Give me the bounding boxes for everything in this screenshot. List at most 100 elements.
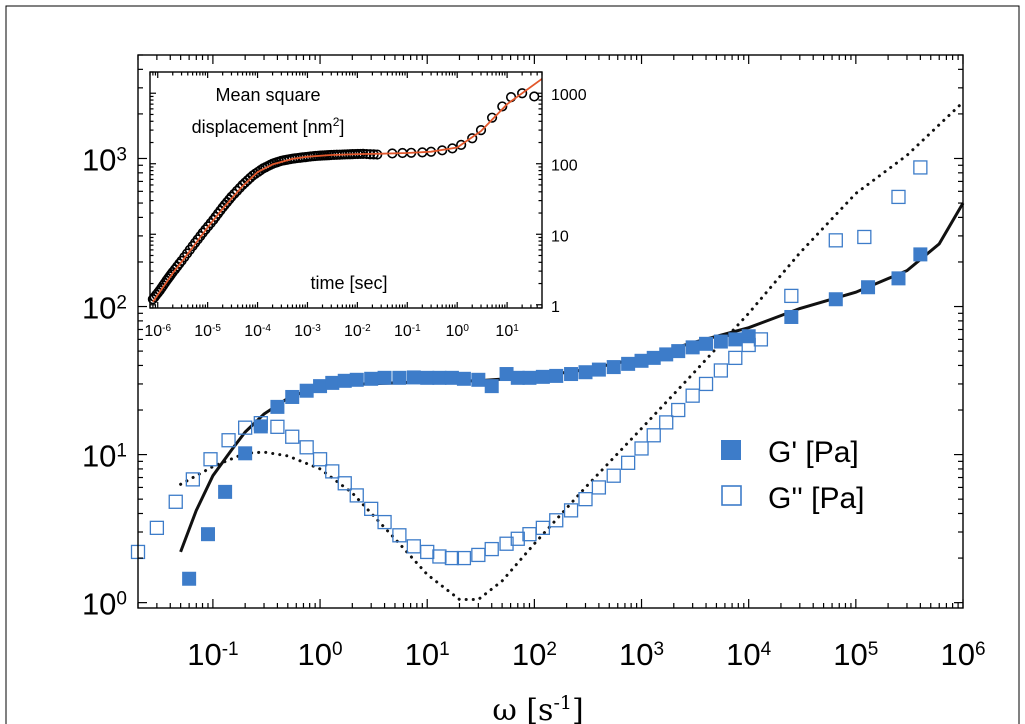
x-tick-label: 101 (405, 637, 450, 672)
y-tick-label: 103 (82, 142, 127, 177)
main-x-axis-label: ω [s-1] (492, 692, 583, 724)
g-prime-point (420, 370, 435, 385)
g-double-prime-point (221, 433, 236, 448)
g-double-prime-point (337, 476, 352, 491)
main-x-tick-labels: 10-1 100 101 102 103 104 105 106 (187, 637, 985, 672)
inset-x-axis-label: time [sec] (310, 273, 387, 293)
g-prime-point (200, 527, 215, 542)
g-double-prime-point (406, 539, 421, 554)
g-double-prime-point (312, 452, 328, 467)
g-prime-point (270, 399, 285, 414)
g-double-prime-point (203, 452, 218, 467)
g-double-prime-point (606, 468, 621, 483)
figure-border (5, 5, 1020, 724)
legend-marker-g-prime (721, 440, 741, 460)
y-tick-label: 102 (82, 291, 127, 326)
g-double-prime-point (285, 429, 300, 444)
g-prime-point (606, 360, 621, 375)
g-prime-point (861, 280, 876, 295)
inset-x-tick-label: 10-2 (344, 323, 371, 341)
x-axis-label-sup: -1 (553, 692, 572, 714)
inset-title-line-2: displacement [nm2] (192, 115, 345, 137)
x-tick-label: 104 (726, 637, 771, 672)
g-prime-point (741, 329, 756, 344)
g-prime-point (549, 368, 564, 383)
x-tick-label: 10-1 (187, 637, 238, 672)
g-prime-point (285, 389, 300, 404)
y-tick-label: 101 (82, 439, 127, 474)
g-double-prime-point (253, 416, 268, 431)
g-prime-point (728, 332, 743, 347)
g-prime-point (591, 362, 606, 377)
inset-x-tick-label: 100 (446, 323, 470, 341)
main-plot-frame (137, 54, 964, 609)
inset-x-tick-label: 10-3 (294, 323, 321, 341)
msd-point (229, 188, 240, 199)
g-double-prime-point (659, 415, 674, 430)
inset-y-tick-label: 1000 (551, 87, 587, 104)
inset-y-tick-label: 1 (551, 299, 560, 316)
inset-x-tick-labels: 10-6 10-5 10-4 10-3 10-2 10-1 100 101 (144, 323, 519, 341)
g-prime-point (392, 370, 407, 385)
g-double-prime-point (713, 363, 729, 378)
g-double-prime-point (456, 550, 472, 566)
legend: G' [Pa] G'' [Pa] (721, 436, 865, 515)
g-prime-point (671, 344, 686, 359)
g-double-prime-point (364, 501, 379, 517)
g-prime-point (713, 334, 728, 349)
g-prime-point (784, 309, 799, 324)
inset-x-tick-label: 10-1 (394, 323, 421, 341)
g-double-prime-point (522, 527, 537, 542)
g-prime-point (337, 373, 352, 388)
msd-point (174, 258, 185, 269)
inset-y-tick-labels: 1 10 100 1000 (551, 87, 587, 316)
g-double-prime-point (377, 514, 392, 530)
g-double-prime-point (857, 229, 872, 245)
msd-point (475, 124, 487, 136)
g-prime-point (913, 247, 928, 262)
g-prime-point (432, 370, 447, 385)
g-prime-point (182, 571, 197, 586)
g-double-prime-point (149, 520, 165, 536)
inset-x-tick-label: 10-6 (144, 323, 171, 341)
g-prime-point (218, 484, 233, 499)
g-prime-point (238, 446, 253, 461)
msd-point (486, 112, 498, 123)
g-prime-point (634, 353, 649, 368)
msd-point (497, 101, 508, 112)
g-double-prime-point (499, 536, 514, 551)
inset-y-tick-label: 10 (551, 228, 569, 245)
g-prime-point (484, 379, 499, 394)
g-prime-point (456, 371, 471, 386)
x-tick-label: 105 (833, 637, 878, 672)
g-double-prime-point (634, 441, 649, 456)
inset-data-layer (147, 78, 543, 305)
g-double-prime-point (484, 541, 499, 557)
g-prime-point (828, 292, 843, 307)
inset-x-tick-label: 101 (495, 323, 519, 341)
msd-point (202, 221, 214, 232)
msd-fit-curve (152, 78, 543, 303)
msd-point (197, 227, 208, 238)
g-prime-point (325, 375, 340, 390)
x-tick-label: 106 (940, 637, 985, 672)
inset-title-line-1: Mean square (215, 85, 320, 105)
g-prime-point (578, 365, 593, 380)
g-prime-point (299, 383, 314, 398)
inset-x-tick-label: 10-4 (244, 323, 271, 341)
msd-point (234, 182, 245, 194)
inset-title-sup: 2 (333, 115, 340, 129)
g-double-prime-point (420, 544, 435, 560)
g-prime-point (444, 370, 459, 385)
g-double-prime-point (620, 455, 636, 470)
g-prime-point (535, 369, 550, 384)
g-prime-point (659, 347, 674, 362)
g-double-prime-point (563, 503, 579, 518)
g-double-prime-point (753, 332, 769, 347)
g-double-prime-point (671, 402, 686, 418)
g-double-prime-point (392, 528, 407, 543)
main-data-layer (130, 100, 965, 601)
y-tick-label: 100 (82, 587, 127, 622)
